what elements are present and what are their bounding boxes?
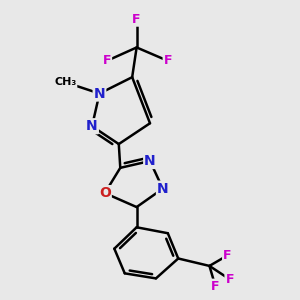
Text: CH₃: CH₃	[54, 77, 76, 87]
Text: F: F	[211, 280, 220, 292]
Text: F: F	[223, 249, 232, 262]
Text: N: N	[144, 154, 156, 168]
Text: O: O	[99, 186, 111, 200]
Text: F: F	[103, 54, 111, 67]
Text: N: N	[157, 182, 169, 196]
Text: N: N	[94, 86, 105, 100]
Text: F: F	[225, 273, 234, 286]
Text: N: N	[86, 119, 98, 133]
Text: F: F	[132, 13, 141, 26]
Text: F: F	[164, 54, 172, 67]
